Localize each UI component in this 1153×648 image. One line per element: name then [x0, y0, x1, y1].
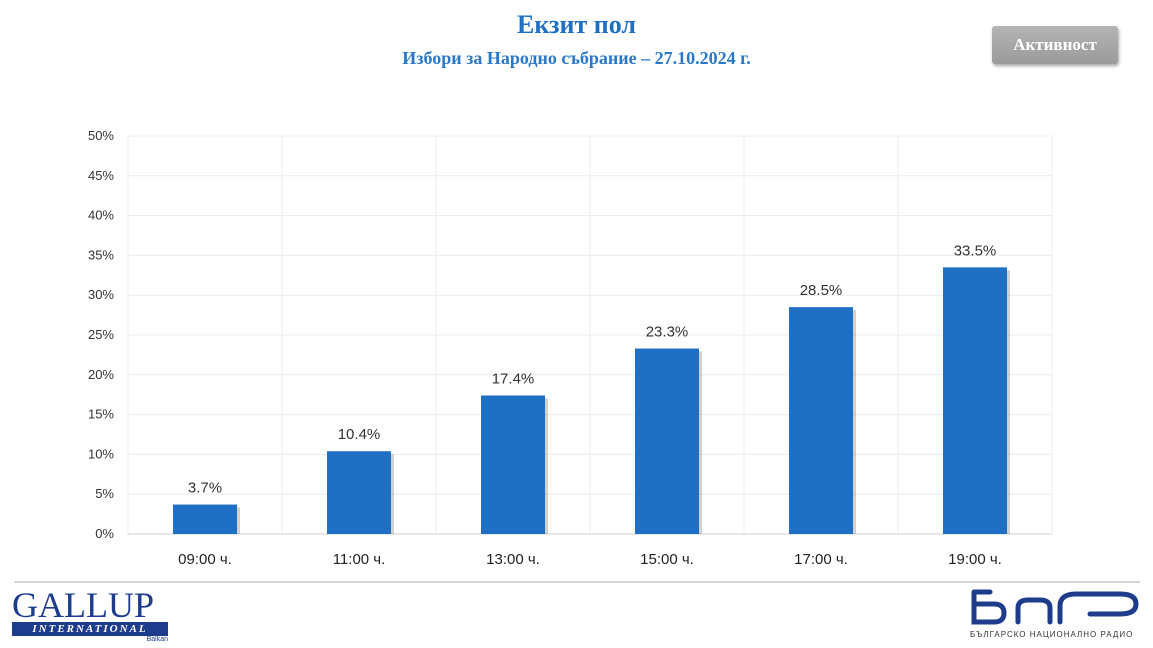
activity-button[interactable]: Активност: [992, 26, 1118, 64]
x-tick-label: 15:00 ч.: [640, 551, 694, 568]
bar: [635, 348, 699, 534]
x-tick-label: 19:00 ч.: [948, 551, 1002, 568]
x-tick-label: 17:00 ч.: [794, 551, 848, 568]
bar: [327, 451, 391, 534]
bnr-logo: БЪЛГАРСКО НАЦИОНАЛНО РАДИО: [960, 586, 1145, 648]
y-tick-label: 45%: [88, 168, 114, 183]
page-title: Екзит пол: [517, 10, 636, 39]
data-label: 23.3%: [646, 324, 689, 341]
data-label: 17.4%: [492, 370, 535, 387]
y-tick-label: 25%: [88, 327, 114, 342]
y-tick-label: 40%: [88, 208, 114, 223]
bar: [173, 504, 237, 534]
data-label: 10.4%: [338, 426, 381, 443]
y-tick-label: 5%: [95, 486, 114, 501]
data-label: 28.5%: [800, 282, 843, 299]
y-tick-label: 20%: [88, 367, 114, 382]
bar: [943, 267, 1007, 534]
y-tick-label: 0%: [95, 526, 114, 541]
turnout-bar-chart: 0% 5% 10% 15% 20% 25% 30% 35% 40% 45% 50% 3.7% 09:00…: [88, 128, 1053, 568]
gallup-logo: GALLUP INTERNATIONAL Balkan: [12, 585, 168, 643]
data-label: 3.7%: [188, 480, 222, 497]
y-tick-label: 30%: [88, 287, 114, 302]
x-tick-label: 13:00 ч.: [486, 551, 540, 568]
bar: [789, 307, 853, 534]
y-tick-label: 50%: [88, 128, 114, 143]
y-tick-label: 10%: [88, 446, 114, 461]
y-tick-label: 35%: [88, 247, 114, 262]
data-label: 33.5%: [954, 242, 997, 259]
footer-divider: [14, 581, 1140, 583]
x-tick-label: 11:00 ч.: [333, 551, 386, 568]
page-subtitle: Избори за Народно събрание – 27.10.2024 …: [402, 48, 751, 68]
bar: [481, 395, 545, 534]
y-tick-label: 15%: [88, 407, 114, 422]
x-tick-label: 09:00 ч.: [178, 551, 232, 568]
